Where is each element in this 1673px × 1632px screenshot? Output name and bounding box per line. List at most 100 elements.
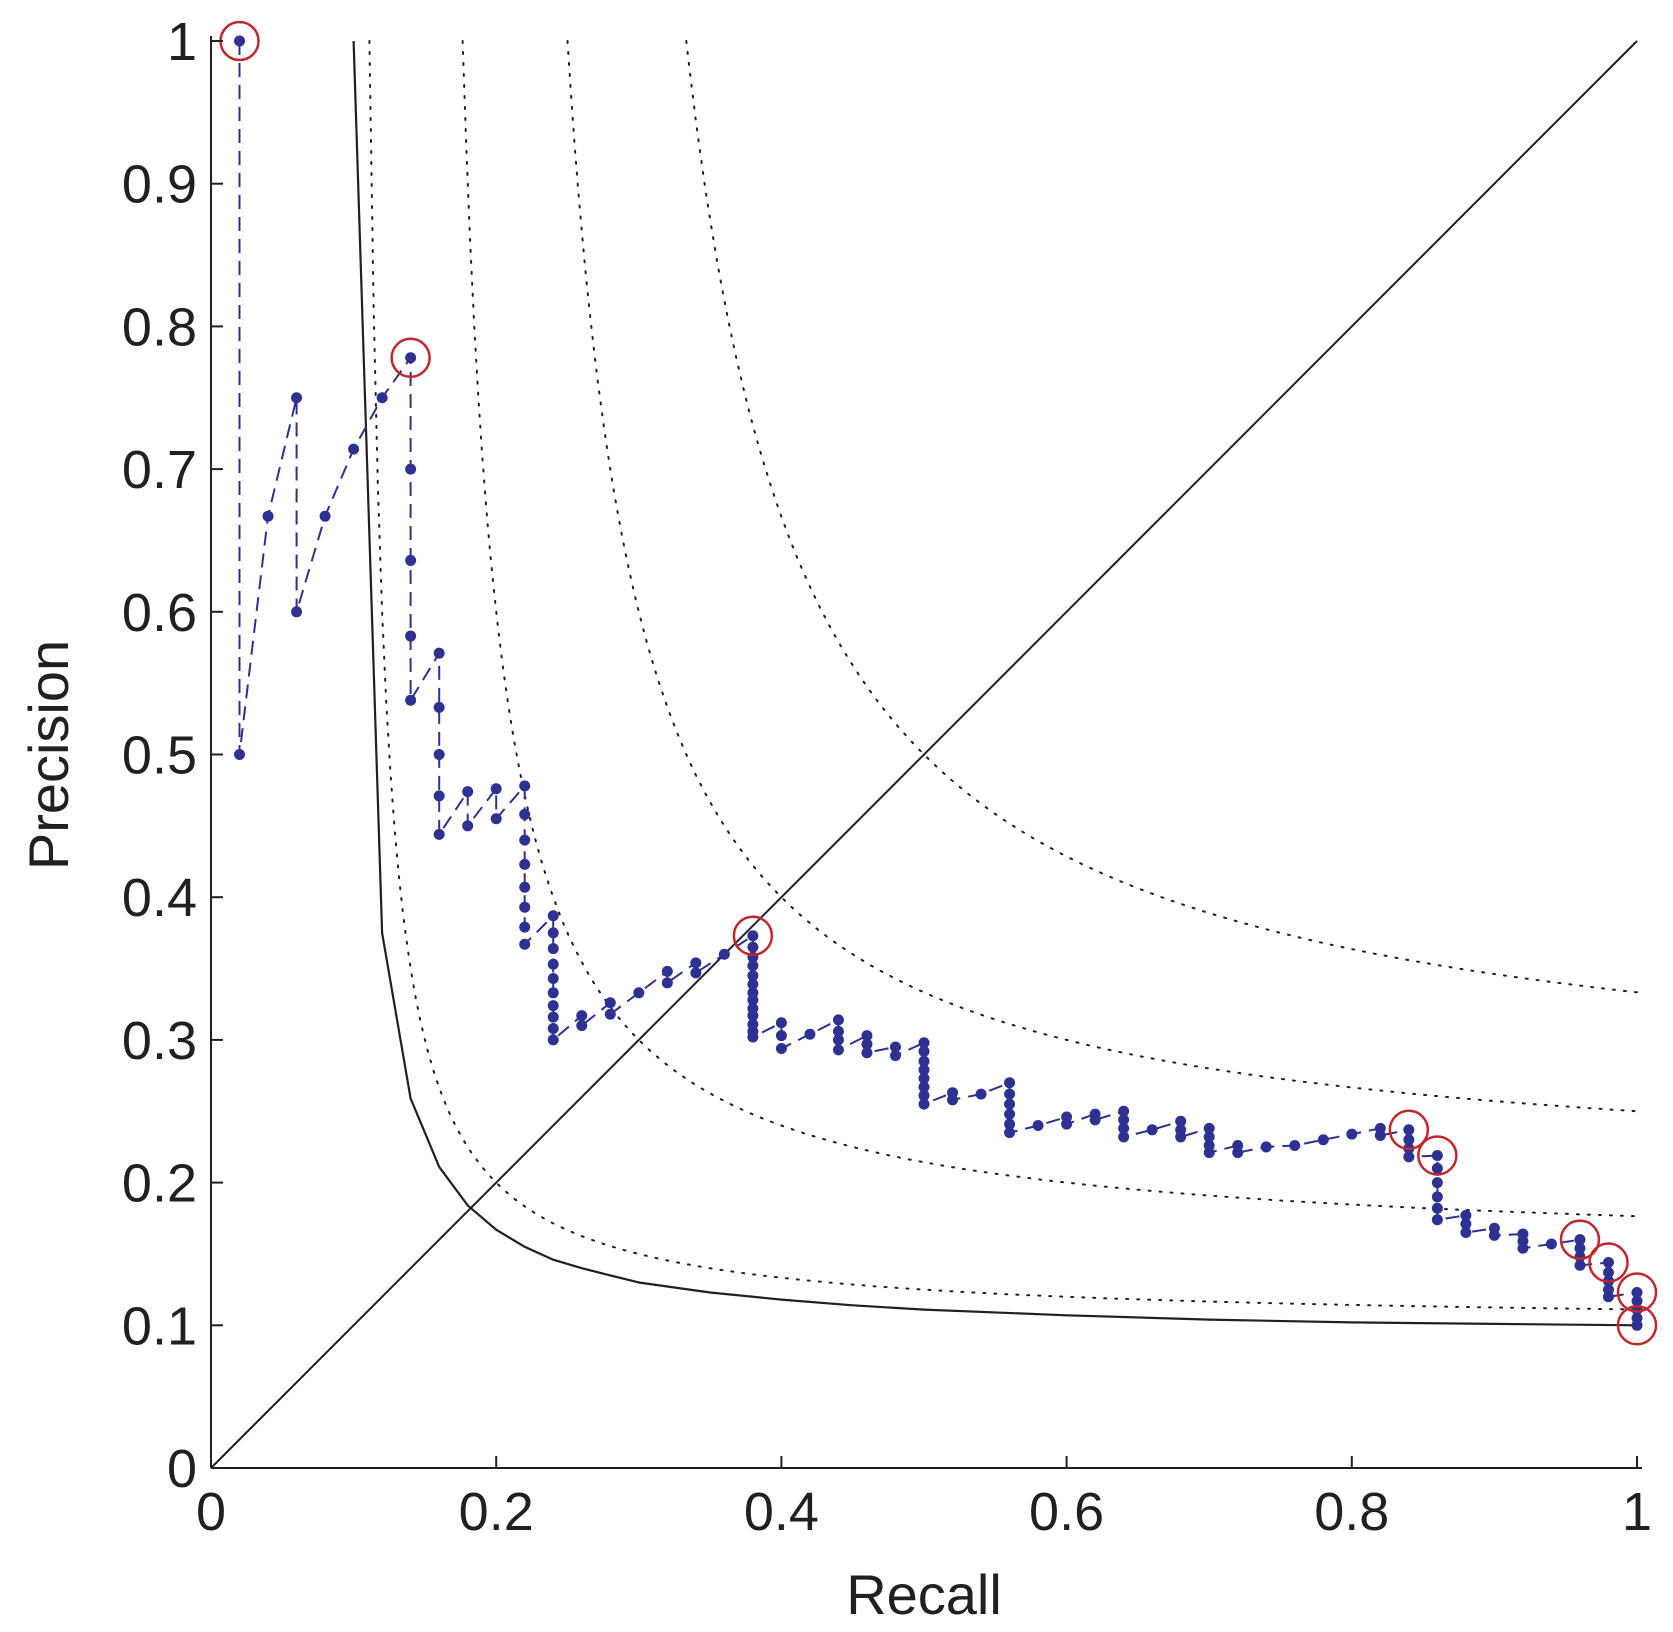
highlight-ring (1616, 1305, 1658, 1346)
pr-point (1460, 1218, 1472, 1230)
pr-point (462, 786, 474, 798)
pr-point (775, 1042, 787, 1054)
pr-point (1061, 1118, 1073, 1130)
y-tick-label: 0.9 (122, 155, 197, 215)
pr-point (1203, 1131, 1215, 1143)
pr-point (1574, 1242, 1586, 1254)
pr-point (519, 938, 531, 950)
y-tick-label: 0.3 (122, 1011, 197, 1071)
pr-point (1004, 1088, 1016, 1100)
highlight-ring (732, 915, 774, 956)
pr-point (433, 701, 445, 713)
pr-point (1545, 1238, 1557, 1250)
pr-point (747, 970, 759, 982)
pr-point (576, 1020, 588, 1032)
pr-point (291, 606, 303, 618)
pr-point (1146, 1124, 1158, 1136)
highlight-ring (1388, 1109, 1430, 1151)
pr-point (1032, 1120, 1044, 1132)
pr-point (661, 965, 673, 977)
pr-point (547, 910, 559, 922)
pr-point (1431, 1162, 1443, 1174)
pr-point (832, 1025, 844, 1037)
pr-point (918, 1037, 930, 1049)
highlight-ring (1559, 1219, 1601, 1260)
pr-point (1460, 1209, 1472, 1221)
pr-point (519, 834, 531, 846)
pr-point (1602, 1267, 1614, 1279)
pr-point (433, 790, 445, 802)
y-tick-label: 0.1 (122, 1296, 197, 1356)
pr-point (376, 392, 388, 404)
pr-point (1118, 1131, 1130, 1143)
iso-f1-curves (368, 40, 1638, 1311)
pr-point (1488, 1229, 1500, 1241)
y-tick-label: 0.2 (122, 1154, 197, 1214)
pr-point (1004, 1077, 1016, 1089)
diagonal-line (210, 40, 1638, 1469)
pr-point (1602, 1257, 1614, 1269)
x-tick-label: 0.8 (1314, 1482, 1389, 1542)
pr-point (1517, 1242, 1529, 1254)
highlight-ring (1588, 1242, 1629, 1283)
pr-point (348, 443, 360, 455)
pr-point (1403, 1134, 1415, 1146)
baseline-curve (352, 40, 1638, 1327)
iso-f1-curve (461, 40, 1638, 1218)
pr-point (1431, 1214, 1443, 1226)
pr-point (775, 1030, 787, 1042)
highlight-ring (1417, 1135, 1458, 1176)
pr-point (1232, 1147, 1244, 1159)
pr-point (747, 994, 759, 1006)
y-tick-label: 0.5 (122, 726, 197, 786)
pr-point (1175, 1131, 1187, 1143)
pr-point (747, 978, 759, 990)
pr-point (661, 977, 673, 989)
reference-lines (210, 40, 1638, 1469)
pr-point (462, 820, 474, 832)
pr-point (1403, 1151, 1415, 1163)
pr-point (1431, 1202, 1443, 1214)
x-tick-label: 0 (196, 1482, 226, 1542)
pr-point (547, 927, 559, 939)
pr-point (262, 510, 274, 522)
pr-point (519, 881, 531, 893)
pr-point (547, 973, 559, 985)
pr-point (747, 941, 759, 953)
pr-point (832, 1044, 844, 1056)
iso-f1-curve (566, 40, 1638, 1113)
iso-f1-curve (685, 40, 1638, 994)
pr-point (1118, 1114, 1130, 1126)
pr-point (889, 1050, 901, 1062)
axes: 0 0.2 0.4 0.6 0.8 1 0 0.1 0.2 0.3 0.4 0.5 0.6 0.7 0.8 0… (122, 12, 1652, 1542)
pr-point (405, 630, 417, 642)
highlight-ring (1616, 1272, 1658, 1313)
pr-point (519, 901, 531, 913)
highlight-ring (390, 337, 431, 379)
pr-point (889, 1041, 901, 1053)
pr-point (1631, 1286, 1643, 1298)
pr-point (1403, 1124, 1415, 1136)
pr-point (519, 808, 531, 820)
pr-point (1004, 1098, 1016, 1110)
pr-point (547, 1034, 559, 1046)
pr-point (1431, 1149, 1443, 1161)
pr-point (718, 948, 730, 960)
pr-point (519, 780, 531, 792)
pr-point (1460, 1227, 1472, 1239)
pr-point (433, 828, 445, 840)
pr-point (1260, 1141, 1272, 1153)
x-tick-label: 1 (1622, 1482, 1652, 1542)
pr-point (918, 1064, 930, 1076)
y-tick-label: 0 (167, 1439, 197, 1499)
pr-point (1175, 1115, 1187, 1127)
pr-point (1118, 1105, 1130, 1117)
pr-point (576, 1010, 588, 1022)
pr-point (918, 1055, 930, 1067)
pr-point (234, 749, 246, 760)
pr-point (1004, 1108, 1016, 1120)
pr-point (861, 1030, 873, 1042)
pr-point (1431, 1177, 1443, 1189)
pr-point (433, 647, 445, 659)
